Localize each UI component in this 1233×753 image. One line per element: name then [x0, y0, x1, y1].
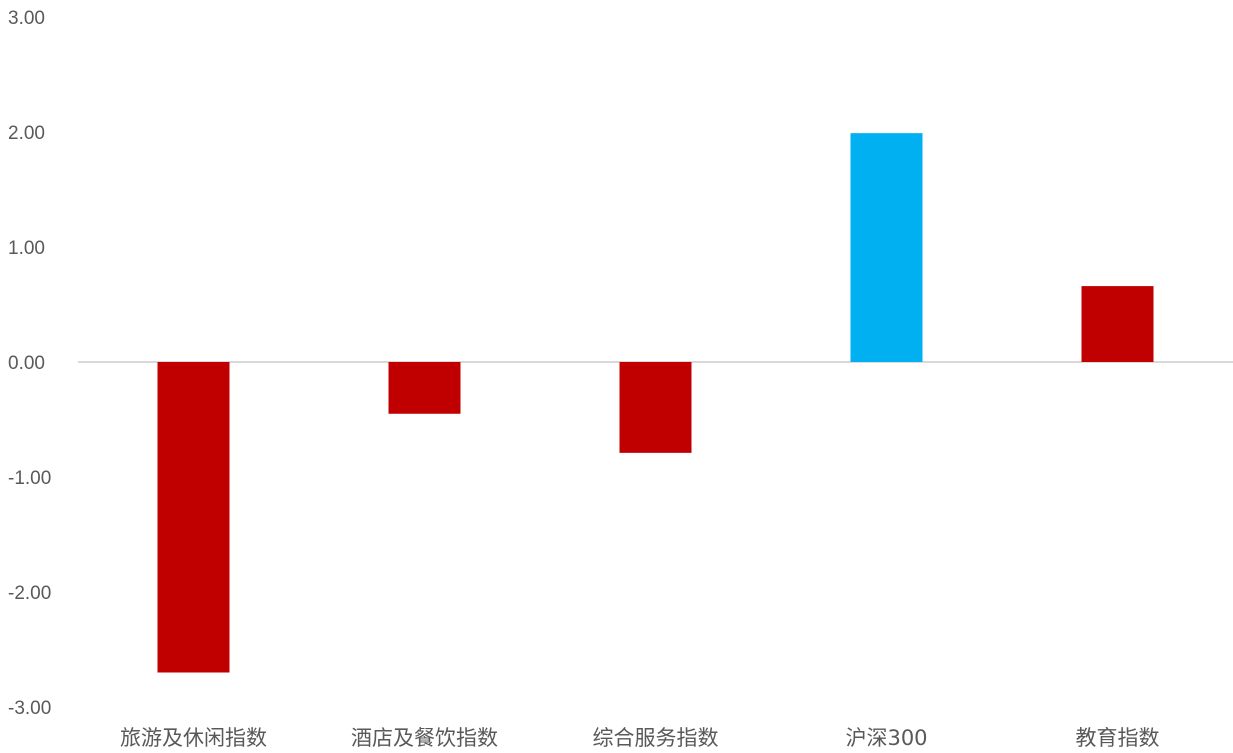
x-category-label: 旅游及休闲指数 [120, 726, 267, 750]
y-tick-label: 0.00 [8, 353, 45, 374]
y-tick-label: 2.00 [8, 123, 45, 144]
bar [850, 133, 923, 362]
y-tick-label: -2.00 [8, 583, 51, 604]
y-tick-label: 3.00 [8, 8, 45, 29]
bar [1081, 286, 1154, 362]
bar [157, 362, 230, 673]
y-tick-label: 1.00 [8, 238, 45, 259]
x-category-label: 综合服务指数 [593, 726, 719, 750]
bar-series [157, 133, 1154, 673]
x-category-label: 教育指数 [1076, 726, 1160, 750]
x-category-label: 酒店及餐饮指数 [351, 726, 498, 750]
bar [388, 362, 461, 414]
y-tick-label: -1.00 [8, 468, 51, 489]
bar [619, 362, 692, 453]
x-category-label: 沪深300 [845, 726, 927, 750]
y-axis-tick-labels: 3.00 2.00 1.00 0.00 -1.00 -2.00 -3.00 [8, 8, 51, 719]
x-axis-category-labels: 旅游及休闲指数 酒店及餐饮指数 综合服务指数 沪深300 教育指数 [120, 726, 1160, 750]
y-tick-label: -3.00 [8, 698, 51, 719]
